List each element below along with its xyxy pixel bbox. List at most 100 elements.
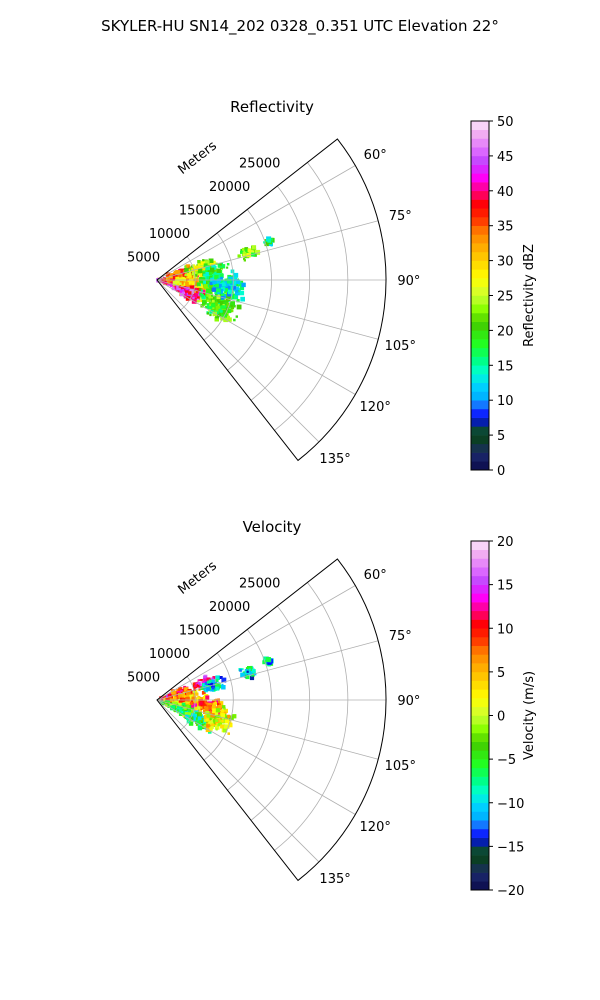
echo-cell	[184, 695, 187, 698]
echo-cell	[246, 670, 249, 673]
colorbar-tick-label: 35	[497, 220, 514, 235]
echo-cell	[205, 265, 210, 271]
echo-cell	[192, 292, 197, 297]
echo-cell	[204, 281, 210, 286]
colorbar-segment	[471, 881, 489, 891]
echo-cell	[203, 703, 206, 706]
echo-cell	[178, 712, 183, 716]
echo-cell	[219, 266, 223, 270]
echo-cell	[211, 294, 214, 297]
echo-cell	[230, 309, 234, 313]
echo-cell	[173, 272, 177, 276]
range-ring	[227, 629, 272, 791]
echo-cell	[211, 679, 215, 683]
echo-cell	[202, 259, 205, 262]
azimuth-tick-label: 60°	[364, 148, 387, 163]
echo-cell	[205, 718, 209, 722]
echo-cell	[188, 708, 191, 712]
echo-cell	[197, 716, 202, 721]
echo-cell	[242, 251, 246, 255]
echo-cell	[193, 719, 196, 723]
range-tick-label: 10000	[149, 647, 190, 662]
echo-cell	[217, 304, 220, 307]
echo-cell	[265, 657, 271, 662]
echo-cell	[201, 723, 204, 726]
colorbar-segment	[471, 312, 489, 322]
echo-cell	[221, 305, 225, 309]
echo-cell	[240, 672, 245, 678]
colorbar-segment	[471, 872, 489, 882]
echo-cell	[210, 721, 214, 725]
echo-cell	[223, 711, 227, 715]
colorbar-label: Reflectivity dBZ	[522, 244, 537, 347]
echo-cell	[221, 683, 224, 686]
echo-cell	[194, 266, 200, 272]
echo-cell	[225, 313, 229, 316]
echo-cell	[194, 713, 197, 717]
echo-cell	[219, 676, 223, 679]
colorbar-tick-label: 15	[497, 579, 514, 594]
echo-cell	[221, 282, 226, 287]
azimuth-spoke	[156, 279, 356, 395]
azimuth-spoke	[156, 699, 379, 760]
echo-cell	[226, 278, 232, 284]
echo-cell	[202, 300, 207, 305]
echo-cell	[210, 725, 214, 729]
colorbar-segment	[471, 802, 489, 812]
echo-cell	[227, 309, 231, 314]
echo-cell	[232, 286, 236, 290]
colorbar-segment	[471, 243, 489, 253]
echo-cell	[199, 283, 204, 288]
echo-cell	[185, 714, 189, 719]
echo-cell	[225, 306, 229, 310]
colorbar-segment	[471, 435, 489, 445]
colorbar-segment	[471, 374, 489, 384]
echo-cell	[205, 695, 210, 700]
echo-cell	[215, 678, 219, 682]
echo-cell	[211, 704, 216, 709]
sector-frame	[156, 558, 387, 882]
colorbar-segment	[471, 776, 489, 786]
range-ring	[227, 209, 272, 371]
echo-cell	[224, 281, 229, 286]
azimuth-tick-label: 135°	[319, 452, 350, 467]
echo-cell	[214, 702, 217, 705]
echo-cell	[226, 263, 230, 266]
echo-cell	[223, 708, 228, 714]
colorbar-segment	[471, 173, 489, 183]
echo-cell	[213, 271, 217, 275]
range-tick-label: 15000	[179, 624, 220, 639]
echo-cell	[226, 266, 229, 269]
echo-cell	[241, 282, 246, 288]
echo-cell	[222, 286, 225, 289]
echo-cell	[193, 295, 197, 299]
echo-cell	[217, 292, 220, 295]
panels: Reflectivity500010000150002000025000Mete…	[127, 98, 537, 899]
echo-cell	[239, 669, 242, 672]
echo-cell	[205, 272, 210, 277]
echo-cell	[209, 306, 213, 309]
colorbar-segment	[471, 828, 489, 838]
colorbar-segment	[471, 820, 489, 830]
echo-cell	[194, 706, 198, 710]
echo-cell	[243, 259, 246, 262]
echo-cell	[237, 254, 241, 258]
colorbar-segment	[471, 443, 489, 453]
colorbar-segment	[471, 190, 489, 200]
echo-cell	[204, 305, 208, 309]
echo-cell	[230, 301, 235, 307]
colorbar-segment	[471, 837, 489, 847]
echo-cell	[198, 688, 201, 692]
echo-cell	[226, 302, 231, 307]
echo-cell	[227, 292, 231, 297]
echo-cell	[212, 702, 216, 706]
echo-cell	[175, 270, 180, 275]
colorbar-segment	[471, 602, 489, 612]
echo-cell	[249, 672, 253, 676]
echo-cell	[221, 685, 226, 690]
echo-cell	[232, 714, 237, 719]
echo-cell	[180, 268, 184, 272]
echo-cell	[224, 719, 229, 724]
echo-cell	[190, 700, 195, 704]
colorbar-tick-label: 45	[497, 150, 514, 165]
